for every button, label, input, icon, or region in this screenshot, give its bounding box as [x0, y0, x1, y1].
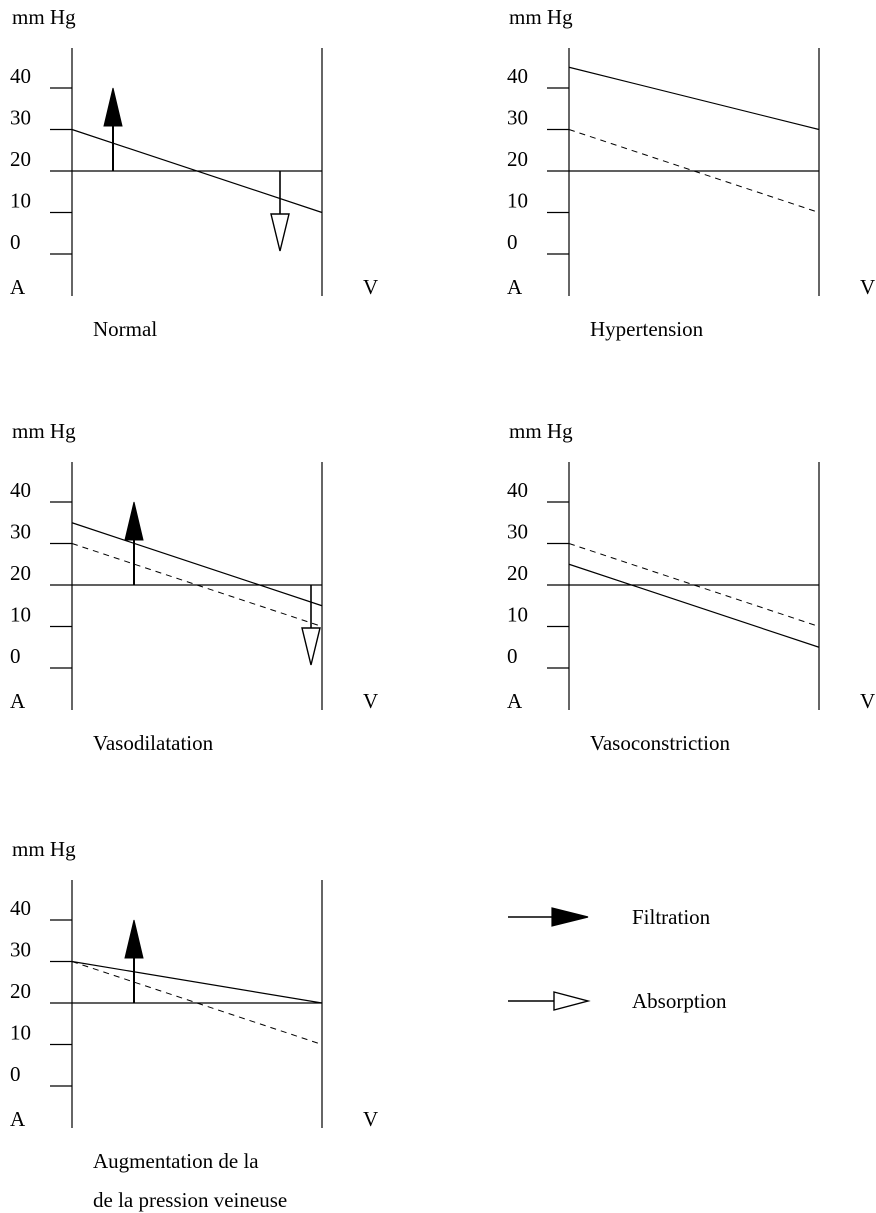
arterial-end-label: A: [507, 275, 523, 299]
panel-normal: mm Hg 40 30 20 10 0 A V Normal: [10, 5, 378, 341]
tick-label-30: 30: [10, 938, 31, 962]
tick-label-20: 20: [10, 979, 31, 1003]
unit-label: mm Hg: [12, 837, 76, 861]
tick-label-0: 0: [10, 230, 21, 254]
tick-label-10: 10: [10, 189, 31, 213]
tick-label-30: 30: [10, 520, 31, 544]
tick-label-30: 30: [507, 520, 528, 544]
panel-caption: Augmentation de la: [93, 1149, 259, 1173]
filtration-arrowhead: [103, 87, 123, 127]
tick-label-20: 20: [507, 561, 528, 585]
tick-label-0: 0: [507, 644, 518, 668]
arterial-end-label: A: [10, 275, 26, 299]
venous-end-label: V: [363, 1107, 378, 1131]
panel-caption: Hypertension: [590, 317, 704, 341]
absorption-arrowhead: [270, 213, 290, 252]
venous-end-label: V: [363, 689, 378, 713]
panels: mm Hg 40 30 20 10 0 A V Normal mm Hg 40 30 20 10 0 A V Hy…: [10, 5, 875, 1212]
panel-caption: Normal: [93, 317, 157, 341]
filtration-arrowhead: [124, 501, 144, 541]
panel-vasoconstriction: mm Hg 40 30 20 10 0 A V Vasoconstriction: [507, 419, 875, 755]
tick-label-40: 40: [10, 64, 31, 88]
venous-end-label: V: [860, 689, 875, 713]
panel-hypertension: mm Hg 40 30 20 10 0 A V Hypertension: [507, 5, 875, 341]
tick-label-30: 30: [10, 106, 31, 130]
tick-label-40: 40: [507, 64, 528, 88]
filtration-arrowhead: [124, 919, 144, 959]
tick-label-20: 20: [10, 147, 31, 171]
arterial-end-label: A: [507, 689, 523, 713]
legend: Filtration Absorption: [508, 905, 727, 1013]
unit-label: mm Hg: [509, 419, 573, 443]
hydrostatic-pressure-line: [568, 563, 820, 648]
tick-label-10: 10: [507, 189, 528, 213]
unit-label: mm Hg: [12, 5, 76, 29]
tick-label-10: 10: [507, 603, 528, 627]
tick-label-30: 30: [507, 106, 528, 130]
panel-caption: Vasodilatation: [93, 731, 214, 755]
panel-caption: Vasoconstriction: [590, 731, 730, 755]
hydrostatic-pressure-line: [71, 522, 323, 607]
venous-end-label: V: [363, 275, 378, 299]
tick-label-0: 0: [507, 230, 518, 254]
tick-label-20: 20: [10, 561, 31, 585]
tick-label-40: 40: [507, 478, 528, 502]
hydrostatic-pressure-line: [568, 66, 820, 131]
legend-absorption: Absorption: [508, 989, 727, 1013]
arterial-end-label: A: [10, 689, 26, 713]
legend-filtration-arrowhead: [551, 907, 589, 927]
panel-venous-pressure: mm Hg 40 30 20 10 0 A V Augmentation de la de la …: [10, 837, 378, 1212]
tick-label-10: 10: [10, 603, 31, 627]
legend-absorption-label: Absorption: [632, 989, 727, 1013]
venous-end-label: V: [860, 275, 875, 299]
arterial-end-label: A: [10, 1107, 26, 1131]
tick-label-0: 0: [10, 644, 21, 668]
tick-label-40: 40: [10, 478, 31, 502]
unit-label: mm Hg: [509, 5, 573, 29]
panel-caption: de la pression veineuse: [93, 1188, 287, 1212]
absorption-arrowhead: [301, 627, 321, 666]
panel-vasodilatation: mm Hg 40 30 20 10 0 A V Vasodilatation: [10, 419, 378, 755]
legend-absorption-arrowhead: [553, 991, 591, 1011]
unit-label: mm Hg: [12, 419, 76, 443]
tick-label-20: 20: [507, 147, 528, 171]
tick-label-40: 40: [10, 896, 31, 920]
tick-label-10: 10: [10, 1021, 31, 1045]
tick-label-0: 0: [10, 1062, 21, 1086]
legend-filtration: Filtration: [508, 905, 711, 929]
hydrostatic-pressure-line: [71, 960, 323, 1004]
legend-filtration-label: Filtration: [632, 905, 711, 929]
